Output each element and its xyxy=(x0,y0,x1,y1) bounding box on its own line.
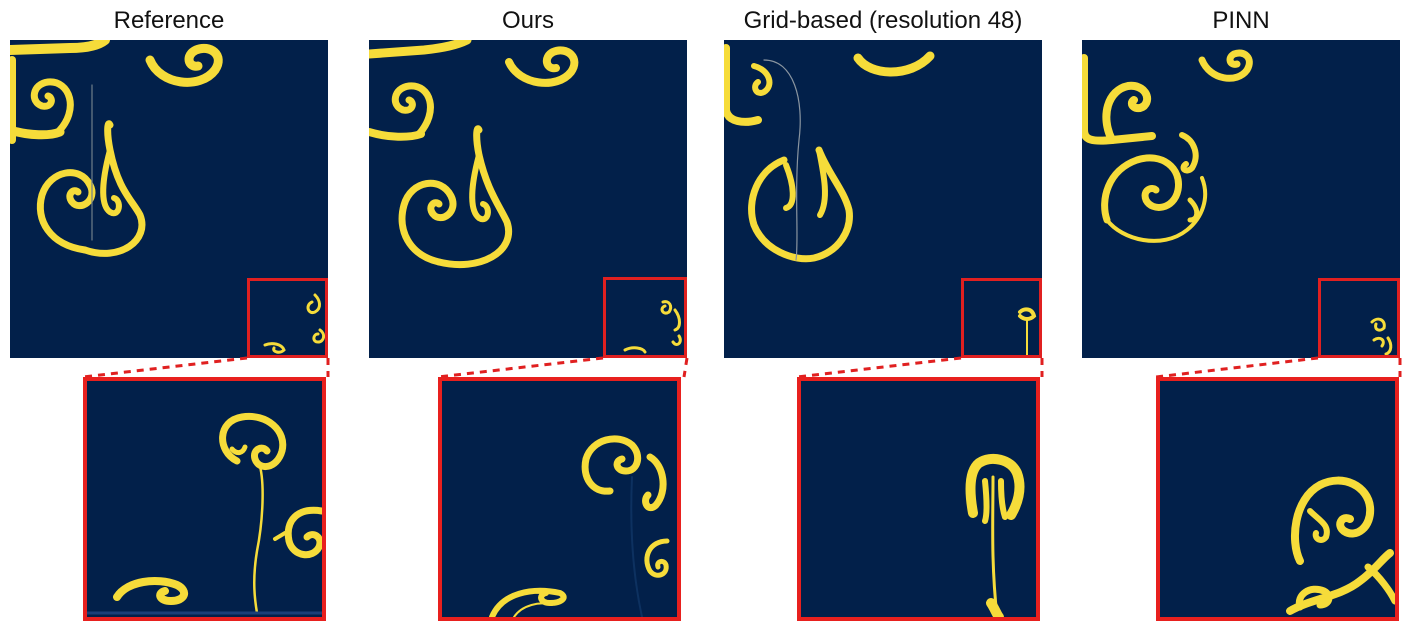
ours-vortex-field xyxy=(369,40,682,354)
grid-based-zoom-region xyxy=(961,278,1042,358)
pinn-zoomed-view xyxy=(1156,377,1399,621)
reference-zoomed-view xyxy=(83,377,326,621)
column-title-reference: Reference xyxy=(113,7,225,34)
reference-simulation-image xyxy=(10,40,328,358)
grid-based-vortex-field xyxy=(724,44,1037,357)
ours-simulation-image xyxy=(369,40,687,358)
pinn-zoomed-vortices xyxy=(1286,476,1395,615)
column-title-pinn: PINN xyxy=(1212,7,1270,34)
reference-zoomed-vortices xyxy=(87,412,322,615)
grid-based-zoomed-view xyxy=(797,377,1040,621)
pinn-vortex-field xyxy=(1082,49,1393,356)
pinn-simulation-image xyxy=(1082,40,1400,358)
pinn-zoom-region xyxy=(1318,278,1400,358)
grid-based-zoomed-vortices xyxy=(965,453,1025,617)
grid-based-simulation-image xyxy=(724,40,1042,358)
reference-zoom-region xyxy=(247,278,328,358)
column-title-grid-based: Grid-based (resolution 48) xyxy=(743,7,1023,34)
ours-zoomed-vortices xyxy=(489,435,670,617)
column-title-ours: Ours xyxy=(501,7,554,34)
ours-zoom-region xyxy=(603,277,687,358)
reference-vortex-field xyxy=(10,40,326,354)
ours-zoomed-view xyxy=(438,377,681,621)
